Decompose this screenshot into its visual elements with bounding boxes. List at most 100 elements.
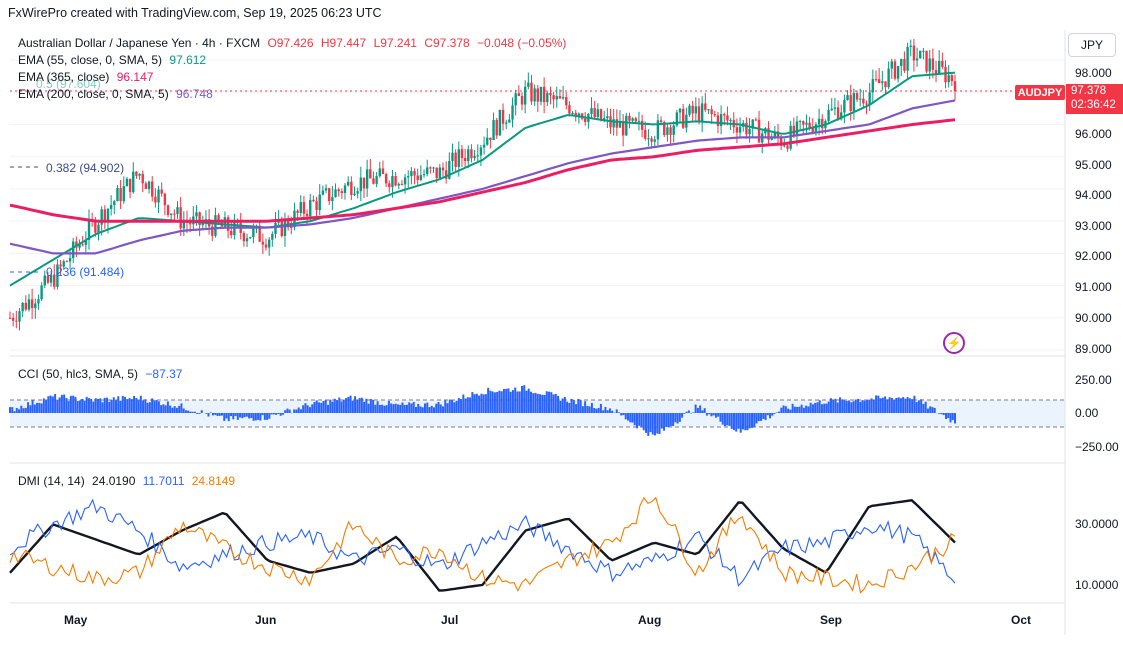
cci-bar xyxy=(187,410,190,413)
cci-bar xyxy=(784,406,787,413)
candle-body xyxy=(637,120,641,122)
time-tick-sep: Sep xyxy=(820,613,843,627)
cci-bar xyxy=(191,411,194,413)
cci-bar xyxy=(259,413,262,421)
candle-body xyxy=(346,181,350,186)
cci-bar xyxy=(306,405,309,413)
candle-body xyxy=(530,82,533,102)
candle-body xyxy=(928,58,931,72)
last-price-value: 97.378 xyxy=(1071,85,1107,97)
cci-bar xyxy=(895,397,898,413)
candle-body xyxy=(489,137,492,141)
cci-bar xyxy=(189,411,192,413)
ema365-label: EMA (365, close) xyxy=(18,70,110,84)
cci-bar xyxy=(142,400,145,413)
cci-bar xyxy=(36,402,39,413)
candle-body xyxy=(132,171,135,193)
currency-badge[interactable]: JPY xyxy=(1068,33,1116,57)
cci-bar xyxy=(933,407,936,413)
cci-bar xyxy=(313,402,316,413)
candle-body xyxy=(691,105,694,114)
cci-bar xyxy=(286,408,289,413)
candle-body xyxy=(675,112,679,126)
cci-bar xyxy=(18,409,21,413)
cci-bar xyxy=(881,397,884,413)
cci-bar xyxy=(266,413,269,420)
candle-body xyxy=(533,88,536,102)
cci-bar xyxy=(626,413,629,421)
candle-body xyxy=(596,109,600,117)
cci-bar xyxy=(435,403,438,413)
candle-body xyxy=(21,302,24,312)
cci-bar xyxy=(520,385,523,413)
cci-bar xyxy=(906,397,909,413)
candle-body xyxy=(147,181,151,189)
cci-bar xyxy=(496,391,499,413)
dmi-tick: 30.0000 xyxy=(1075,517,1119,531)
candle-body xyxy=(520,96,524,105)
candle-body xyxy=(808,122,811,129)
cci-bar xyxy=(78,400,81,413)
cci-bar xyxy=(299,409,302,413)
candle-body xyxy=(163,193,167,206)
price-candles xyxy=(8,38,957,331)
cci-bar xyxy=(861,400,864,413)
candle-body xyxy=(460,149,464,158)
cci-bar xyxy=(593,408,596,413)
ema200-line xyxy=(9,99,956,255)
cci-bar xyxy=(421,407,424,413)
chart-credit: FxWirePro created with TradingView.com, … xyxy=(8,6,382,20)
candle-body xyxy=(324,188,328,191)
cci-label: CCI (50, hlc3, SMA, 5) xyxy=(18,367,139,381)
candle-body xyxy=(267,239,271,248)
cci-bar xyxy=(99,398,102,413)
cci-bar xyxy=(870,398,873,413)
candle-body xyxy=(258,225,261,242)
cci-bar xyxy=(446,403,449,413)
candle-body xyxy=(372,178,375,184)
cci-bar xyxy=(559,400,562,413)
lightning-icon[interactable]: ⚡ xyxy=(943,332,965,354)
candle-body xyxy=(141,173,144,184)
cci-bar xyxy=(284,410,287,413)
candle-body xyxy=(467,149,470,162)
cci-bar xyxy=(566,401,569,413)
cci-bar xyxy=(327,404,330,413)
price-tick: 94.000 xyxy=(1075,188,1112,202)
candle-body xyxy=(198,212,201,226)
candle-body xyxy=(748,128,751,135)
cci-bar xyxy=(401,402,404,413)
cci-bar xyxy=(453,402,456,413)
candle-body xyxy=(874,79,878,81)
candle-body xyxy=(773,131,777,137)
cci-bar xyxy=(72,395,75,413)
candle-body xyxy=(486,137,489,145)
cci-bar xyxy=(737,413,740,429)
candle-body xyxy=(274,222,277,234)
candle-body xyxy=(846,95,849,100)
cci-bar xyxy=(951,413,954,421)
cci-bar xyxy=(58,397,61,413)
cci-bar xyxy=(410,403,413,413)
candle-body xyxy=(113,201,116,206)
cci-bar xyxy=(796,406,799,413)
cci-bar xyxy=(694,404,697,413)
cci-bar xyxy=(126,399,129,413)
dmi-tick: 10.0000 xyxy=(1075,578,1119,592)
cci-bar xyxy=(119,400,122,413)
candle-body xyxy=(425,167,429,175)
cci-bar xyxy=(620,413,623,416)
cci-bar xyxy=(746,413,749,431)
cci-bar xyxy=(340,401,343,413)
cci-bar xyxy=(843,400,846,413)
candle-body xyxy=(365,169,369,189)
cci-bar xyxy=(834,398,837,413)
price-tick: 96.000 xyxy=(1075,127,1112,141)
cci-bar xyxy=(288,409,291,413)
cci-bar xyxy=(207,413,210,417)
cci-bar xyxy=(529,391,532,413)
low-value: L97.241 xyxy=(373,36,417,50)
candle-body xyxy=(356,191,359,194)
cci-bar xyxy=(40,403,43,413)
